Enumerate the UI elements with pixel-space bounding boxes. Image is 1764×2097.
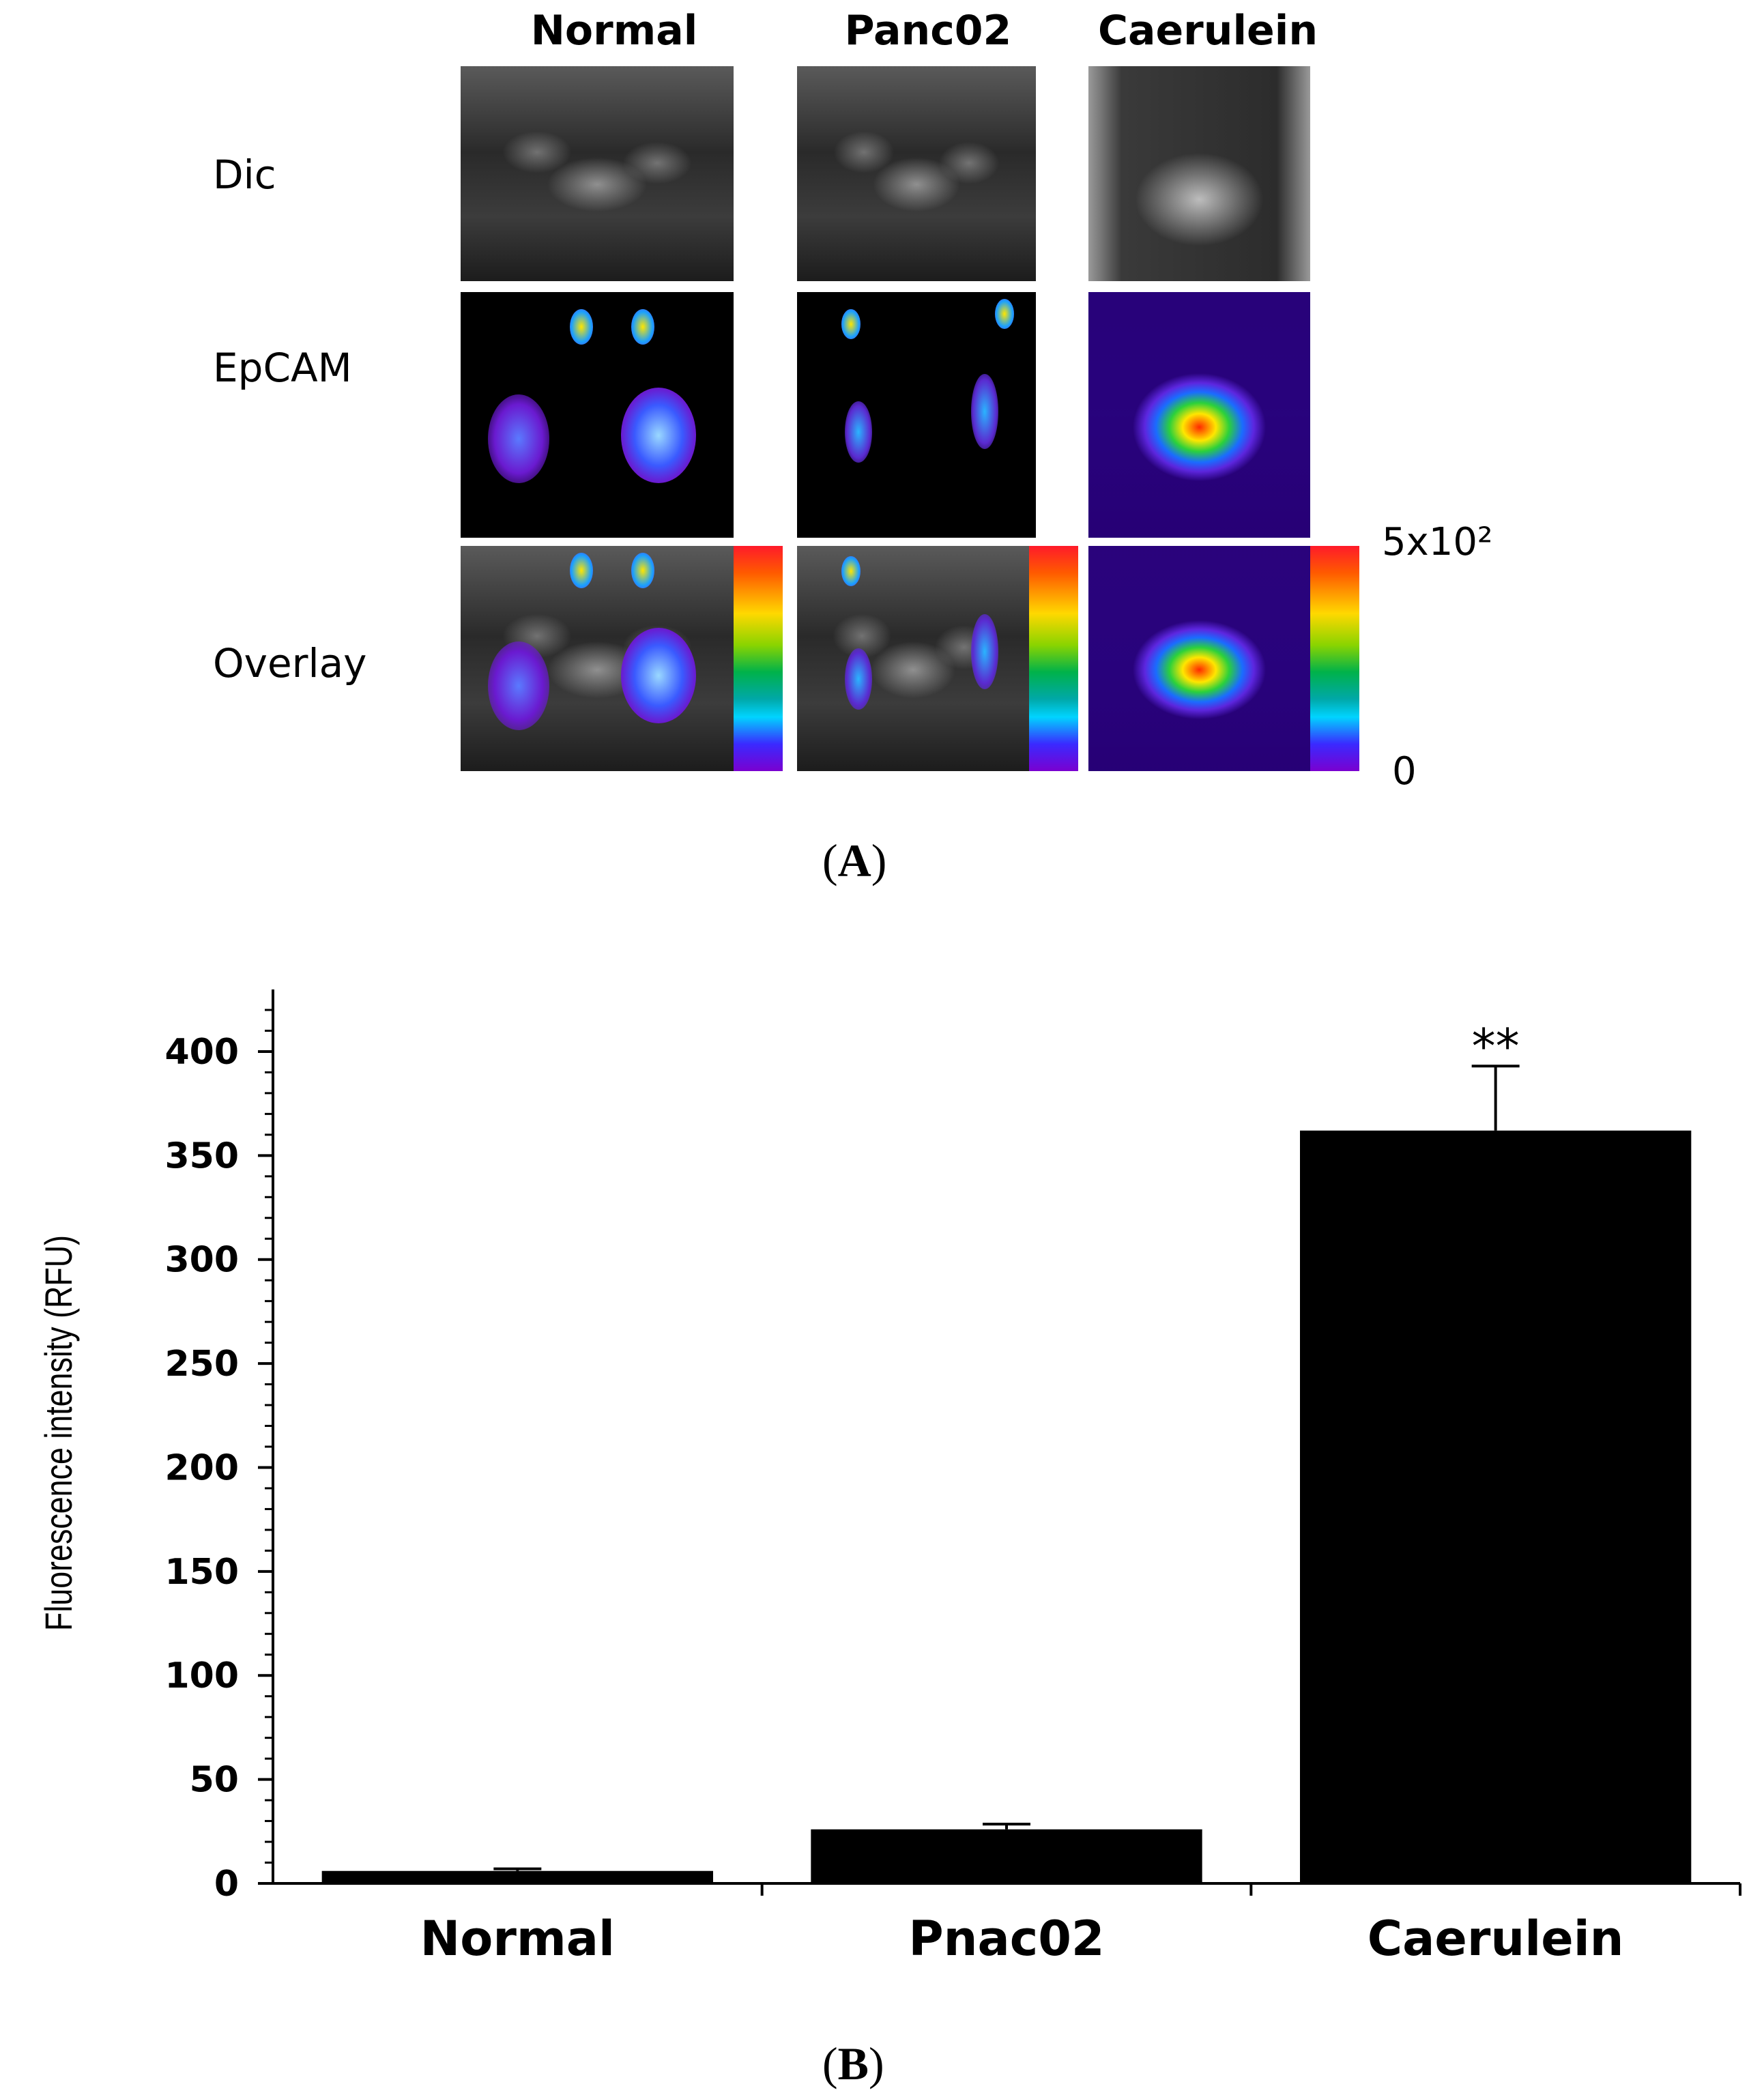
x-tick-label: Pnac02 [908, 1911, 1104, 1967]
column-label-caerulein: Caerulein [1097, 7, 1318, 55]
row-label-dic: Dic [213, 151, 276, 198]
bar-pnac02 [811, 1829, 1202, 1883]
image-epcam-caerulein [1088, 292, 1310, 538]
image-epcam-panc02 [797, 292, 1036, 538]
color-scale-bar-normal [734, 546, 783, 771]
image-dic-panc02 [797, 66, 1036, 281]
bar-caerulein [1300, 1130, 1692, 1883]
y-tick-label: 300 [164, 1240, 239, 1281]
color-scale-bar-panc02 [1029, 546, 1078, 771]
image-dic-caerulein [1088, 66, 1310, 281]
y-tick-label: 400 [164, 1032, 239, 1073]
y-tick-label: 250 [164, 1344, 239, 1385]
x-tick-label: Normal [420, 1911, 615, 1967]
y-tick-label: 50 [190, 1760, 239, 1801]
y-axis-title: Fluorescence intensity (RFU) [37, 1235, 80, 1631]
y-tick-label: 150 [164, 1552, 239, 1593]
panel-label-b-letter: B [837, 2038, 869, 2089]
image-overlay-normal [461, 546, 734, 771]
y-tick-label: 200 [164, 1447, 239, 1488]
significance-marker: ** [1472, 1018, 1520, 1074]
scale-max-label: 5x10² [1382, 520, 1493, 564]
panel-label-b: (B) [822, 2038, 884, 2089]
bars [321, 1065, 1692, 1883]
y-tick-label: 350 [164, 1136, 239, 1176]
image-overlay-caerulein [1088, 546, 1310, 771]
panel-label-a: (A) [822, 835, 887, 886]
bar-chart: 0 50 100 150 200 250 300 350 400 Normal Pnac02 Cae… [37, 989, 1741, 1967]
y-tick-label: 100 [164, 1655, 239, 1696]
panel-label-a-letter: A [837, 835, 871, 886]
y-tick-label: 0 [214, 1864, 239, 1905]
image-dic-normal [461, 66, 734, 281]
column-label-panc02: Panc02 [844, 7, 1012, 55]
image-epcam-normal [461, 292, 734, 538]
y-axis: 0 50 100 150 200 250 300 350 400 [164, 989, 274, 1905]
labels: Fluorescence intensity (RFU) ** [37, 1018, 1519, 1631]
column-label-normal: Normal [530, 7, 698, 55]
row-label-overlay: Overlay [213, 640, 367, 686]
image-overlay-panc02 [797, 546, 1029, 771]
x-tick-label: Caerulein [1368, 1911, 1624, 1967]
x-axis: Normal Pnac02 Caerulein [273, 1882, 1741, 1967]
scale-min-label: 0 [1392, 749, 1417, 794]
row-label-epcam: EpCAM [213, 345, 352, 391]
color-scale-bar-caerulein [1310, 546, 1359, 771]
bar-normal [321, 1870, 714, 1883]
